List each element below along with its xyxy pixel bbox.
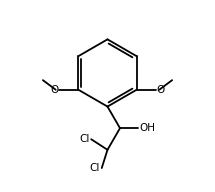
Text: Cl: Cl — [90, 163, 100, 173]
Text: OH: OH — [139, 123, 155, 133]
Text: O: O — [157, 85, 165, 95]
Text: O: O — [50, 85, 58, 95]
Text: Cl: Cl — [79, 134, 90, 144]
